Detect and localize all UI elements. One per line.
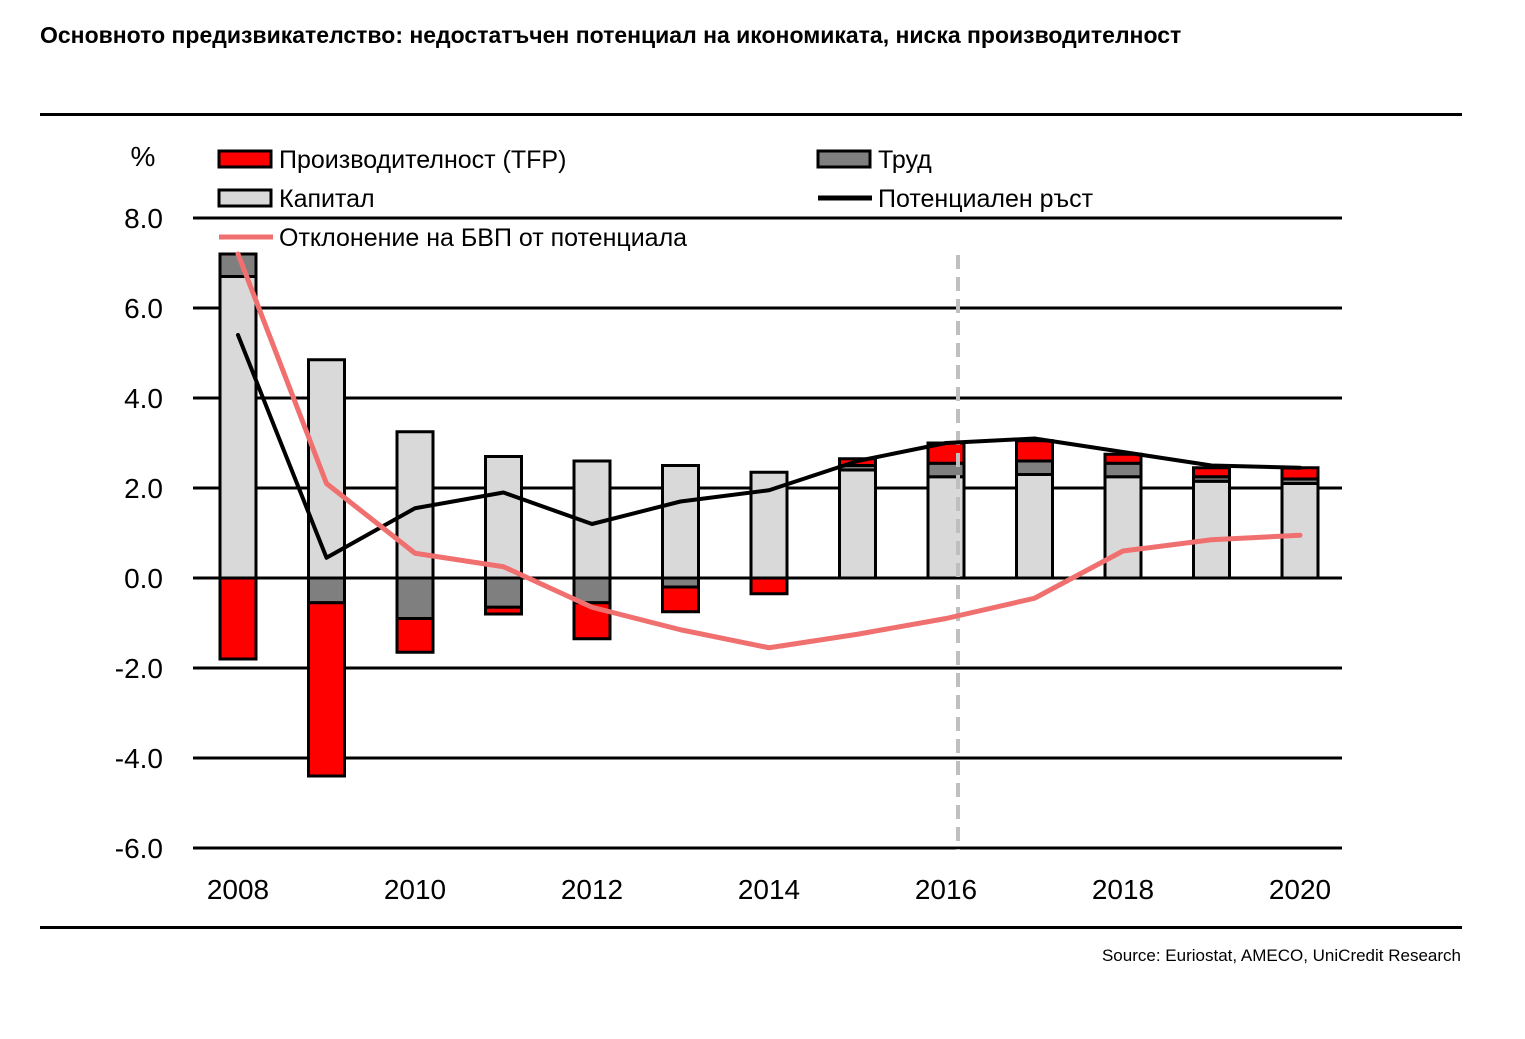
legend-swatch-capital: [217, 188, 273, 208]
x-tick-label: 2010: [384, 874, 446, 905]
bar-segment-capital: [1280, 482, 1320, 580]
bar-segment-labour: [572, 576, 612, 605]
legend-label-capital: Капитал: [279, 185, 375, 213]
x-tick-label: 2016: [915, 874, 977, 905]
bar-segment-tfp: [749, 576, 789, 596]
bottom-rule: [40, 926, 1462, 929]
bar-segment-capital: [1103, 475, 1143, 580]
legend: Производителност (TFP) Труд Капитал Поте…: [217, 146, 1094, 252]
y-tick-labels: 8.0 6.0 4.0 2.0 0.0 -2.0 -4.0 -6.0: [115, 203, 163, 864]
y-tick-label: 0.0: [124, 563, 163, 594]
bar-segment-tfp: [1015, 439, 1054, 463]
x-tick-label: 2014: [738, 874, 800, 905]
top-rule: [40, 113, 1462, 116]
bar-segment-tfp: [484, 605, 523, 616]
bar-segment-tfp: [1192, 466, 1231, 479]
source-note: Source: Euriostat, AMECO, UniCredit Rese…: [1101, 946, 1461, 965]
series-lines: [235, 251, 1303, 651]
x-tick-label: 2008: [207, 874, 269, 905]
bar-segment-capital: [1015, 473, 1054, 580]
legend-label-tfp: Производителност (TFP): [279, 146, 566, 174]
series-line-gap: [235, 251, 1303, 651]
legend-label-gap: Отклонение на БВП от потенциала: [279, 224, 687, 252]
bar-segment-tfp: [395, 617, 435, 654]
bar-segment-capital: [838, 468, 877, 580]
legend-swatch-labour: [816, 149, 872, 169]
legend-label-labour: Труд: [878, 146, 932, 174]
y-tick-label: 6.0: [124, 293, 163, 324]
stacked-bars: [218, 252, 1320, 778]
y-unit-label: %: [131, 141, 156, 172]
bar-segment-labour: [484, 576, 523, 609]
y-tick-label: -2.0: [115, 653, 163, 684]
x-tick-label: 2020: [1269, 874, 1331, 905]
bar-segment-tfp: [1103, 452, 1143, 465]
bar-segment-labour: [1103, 461, 1143, 479]
y-tick-label: -4.0: [115, 743, 163, 774]
bar-segment-labour: [395, 576, 435, 620]
bar-segment-capital: [661, 464, 700, 580]
bar-segment-tfp: [307, 601, 346, 778]
bar-segment-tfp: [218, 576, 258, 661]
x-tick-label: 2018: [1092, 874, 1154, 905]
bar-segment-capital: [1192, 479, 1231, 580]
legend-label-potential: Потенциален ръст: [878, 185, 1094, 213]
y-tick-label: 4.0: [124, 383, 163, 414]
chart-title: Основното предизвикателство: недостатъче…: [40, 22, 1182, 48]
bar-segment-capital: [218, 275, 258, 580]
bar-segment-tfp: [661, 585, 700, 614]
series-line-potential: [236, 333, 1302, 560]
x-tick-label: 2012: [561, 874, 623, 905]
bar-segment-capital: [484, 455, 523, 580]
y-tick-label: -6.0: [115, 833, 163, 864]
bar-segment-labour: [1015, 459, 1054, 476]
legend-swatch-tfp: [217, 149, 273, 169]
bar-segment-labour: [307, 576, 346, 605]
x-tick-labels: 2008 2010 2012 2014 2016 2018 2020: [207, 874, 1331, 905]
y-tick-label: 8.0: [124, 203, 163, 234]
bar-segment-capital: [307, 358, 346, 580]
y-tick-label: 2.0: [124, 473, 163, 504]
